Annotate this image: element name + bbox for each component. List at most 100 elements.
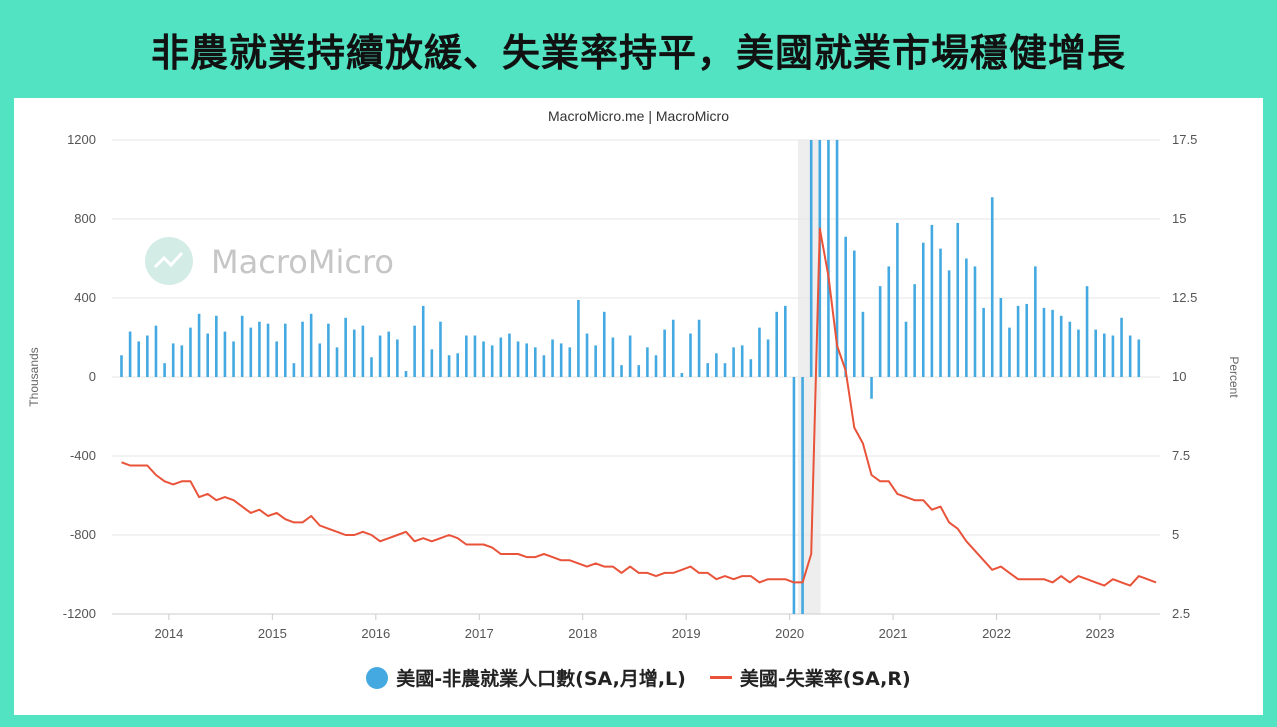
- legend-item-payrolls[interactable]: 美國-非農就業人口數(SA,月增,L): [366, 664, 686, 691]
- left-tick-label: 1200: [67, 132, 96, 147]
- payroll-bar: [146, 335, 149, 377]
- chart-panel: MacroMicro.me | MacroMicro 1200 800 400 0 -4…: [14, 98, 1263, 715]
- payroll-bar: [542, 355, 546, 377]
- right-tick-label: 15: [1172, 211, 1186, 226]
- payroll-bar: [809, 140, 813, 377]
- payroll-bar: [258, 321, 261, 377]
- payroll-bar: [999, 298, 1003, 377]
- payroll-bar: [637, 365, 641, 377]
- payroll-bar: [1085, 286, 1089, 377]
- payroll-bar: [784, 305, 787, 377]
- payroll-bar: [154, 325, 158, 377]
- payroll-bar: [947, 270, 951, 377]
- payroll-bar: [654, 355, 658, 377]
- payroll-bar: [430, 349, 434, 377]
- payroll-bar: [611, 337, 615, 377]
- unemployment-line: [121, 227, 1157, 587]
- x-tick-label: 2018: [568, 626, 597, 641]
- payroll-bar: [482, 341, 485, 377]
- payroll-bar: [973, 266, 977, 377]
- payroll-bar: [827, 140, 830, 377]
- payroll-bar: [835, 140, 839, 377]
- payroll-bar: [396, 339, 399, 377]
- payroll-bar: [732, 347, 735, 377]
- payroll-bar: [801, 377, 804, 614]
- payroll-bar: [473, 335, 477, 377]
- payroll-bar: [137, 341, 141, 377]
- payroll-bar: [740, 345, 744, 377]
- payroll-bar: [439, 321, 442, 377]
- payroll-bar: [551, 339, 554, 377]
- payroll-bar: [990, 197, 994, 377]
- payroll-bar: [1016, 305, 1020, 377]
- right-tick-label: 7.5: [1172, 448, 1190, 463]
- payroll-bar: [534, 347, 537, 377]
- payroll-bar: [930, 224, 934, 377]
- payroll-bar: [680, 373, 684, 377]
- x-tick-label: 2017: [465, 626, 494, 641]
- payroll-bar: [1111, 335, 1115, 377]
- x-tick-label: 2015: [258, 626, 287, 641]
- payroll-bar: [594, 345, 597, 377]
- payroll-bar: [516, 341, 520, 377]
- payroll-bar: [982, 307, 985, 377]
- payroll-bar: [628, 335, 632, 377]
- payroll-bar: [585, 333, 589, 377]
- payroll-bar: [715, 353, 718, 377]
- payroll-bar: [120, 355, 123, 377]
- right-tick-label: 10: [1172, 369, 1186, 384]
- legend: 美國-非農就業人口數(SA,月增,L) 美國-失業率(SA,R): [14, 664, 1263, 691]
- payroll-bar: [180, 345, 184, 377]
- payroll-bar: [956, 222, 960, 377]
- payroll-bar: [249, 327, 253, 377]
- payroll-bar: [335, 347, 339, 377]
- payroll-bar: [1128, 335, 1132, 377]
- payroll-bar: [1120, 317, 1123, 377]
- left-tick-label: 800: [74, 211, 96, 226]
- right-tick-label: 2.5: [1172, 606, 1190, 621]
- watermark-logo-chart-icon: [153, 251, 184, 269]
- payroll-bar: [663, 329, 666, 377]
- left-tick-label: -800: [70, 527, 96, 542]
- left-axis-title: Thousands: [27, 347, 41, 406]
- payroll-bar: [206, 333, 209, 377]
- source-credit[interactable]: MacroMicro.me | MacroMicro: [548, 108, 729, 124]
- payroll-bar: [758, 327, 761, 377]
- payroll-bar: [508, 333, 511, 377]
- legend-item-unemployment[interactable]: 美國-失業率(SA,R): [709, 664, 911, 691]
- payroll-bar: [1137, 339, 1141, 377]
- payroll-bar: [266, 323, 270, 377]
- payroll-bar: [870, 377, 873, 399]
- payroll-bar: [413, 325, 416, 377]
- payroll-bar: [577, 299, 580, 377]
- payroll-bar: [602, 311, 606, 377]
- payroll-bar: [646, 347, 649, 377]
- x-tick-label: 2020: [775, 626, 804, 641]
- combo-chart: 1200 800 400 0 -400 -800 -1200 17.5 15 12.5 10 7.5 5…: [27, 132, 1241, 641]
- payroll-bar: [387, 331, 391, 377]
- payroll-bar: [309, 313, 313, 377]
- payroll-bar: [775, 311, 778, 377]
- payroll-bar: [447, 355, 451, 377]
- payroll-bar: [689, 333, 692, 377]
- payroll-bar: [749, 359, 753, 377]
- payroll-bar: [499, 337, 503, 377]
- payroll-bar: [1025, 303, 1029, 377]
- legend-label-unemployment: 美國-失業率(SA,R): [739, 668, 911, 690]
- x-tick-label: 2023: [1086, 626, 1115, 641]
- payroll-bar: [232, 341, 235, 377]
- payroll-bar: [1068, 321, 1072, 377]
- x-tick-label: 2016: [361, 626, 390, 641]
- right-axis-title: Percent: [1227, 356, 1241, 398]
- left-tick-label: 400: [74, 290, 96, 305]
- payroll-bar: [1034, 266, 1037, 377]
- payroll-bar: [301, 321, 304, 377]
- payroll-bar: [706, 363, 710, 377]
- legend-bar-swatch-icon: [366, 666, 389, 689]
- payroll-bar: [1059, 315, 1063, 377]
- payroll-bar: [456, 353, 460, 377]
- payroll-bar: [896, 222, 899, 377]
- payroll-bar: [283, 323, 287, 377]
- payroll-bar: [766, 339, 770, 377]
- payroll-bar: [1008, 327, 1011, 377]
